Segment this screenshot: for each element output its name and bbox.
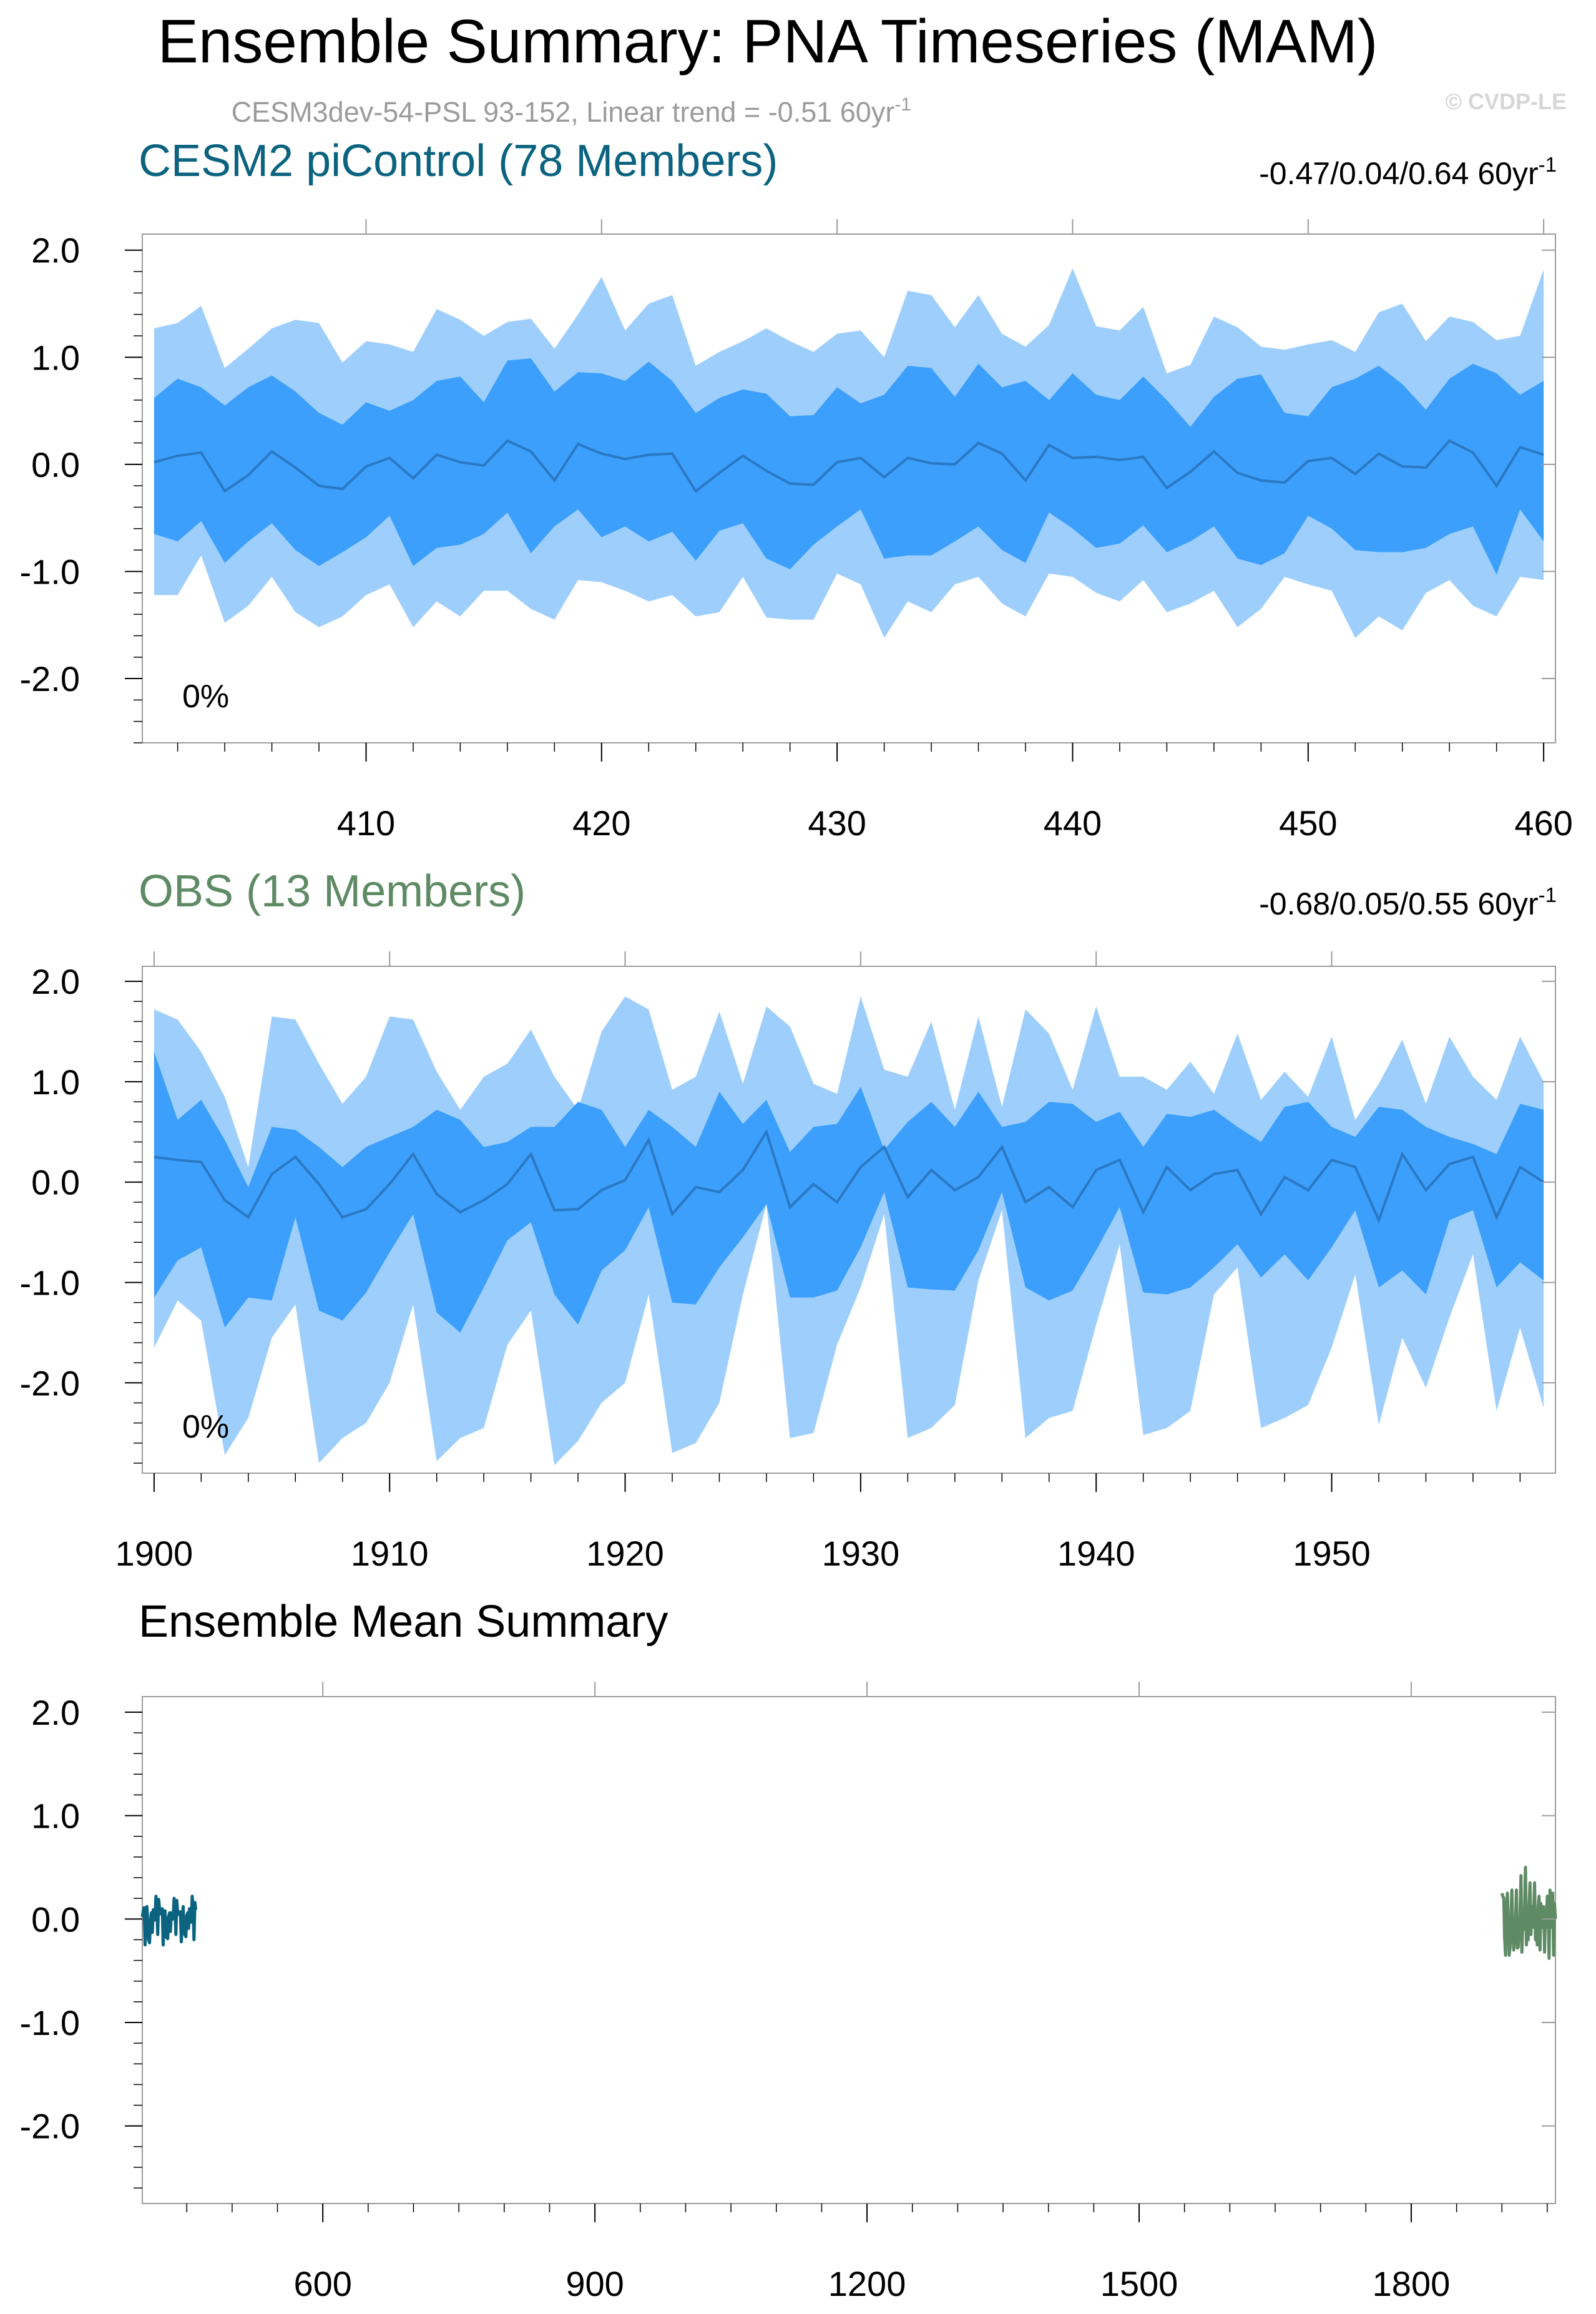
figure-subtitle-sup: -1 (894, 94, 911, 115)
mean-summary-xtick-label: 900 (565, 2264, 624, 2303)
cesm-percent-label: 0% (182, 679, 229, 715)
figure-subtitle: CESM3dev-54-PSL 93-152, Linear trend = -… (232, 94, 911, 128)
obs-trend-text: -0.68/0.05/0.55 60yr (1259, 886, 1539, 921)
obs-ytick-label: -1.0 (20, 1263, 81, 1302)
cesm-ytick-label: -1.0 (20, 552, 81, 591)
obs-ytick-label: 1.0 (31, 1062, 80, 1102)
figure-title: Ensemble Summary: PNA Timeseries (MAM) (158, 7, 1378, 76)
cesm-xtick-label: 440 (1044, 803, 1102, 843)
cesm-xtick-label: 450 (1279, 803, 1337, 843)
obs-xtick-label: 1950 (1293, 1534, 1371, 1573)
obs-ytick-label: -2.0 (20, 1363, 81, 1403)
obs-panel-title: OBS (13 Members) (139, 866, 526, 916)
mean-summary-ytick-label: 0.0 (31, 1900, 80, 1939)
cesm-xtick-label: 460 (1514, 803, 1572, 843)
figure-subtitle-text: CESM3dev-54-PSL 93-152, Linear trend = -… (232, 96, 895, 128)
mean-summary-ytick-label: -2.0 (20, 2107, 81, 2146)
watermark: © CVDP-LE (1445, 89, 1567, 114)
obs-xtick-label: 1910 (351, 1534, 429, 1573)
cesm-ytick-label: 0.0 (31, 445, 80, 484)
mean-summary-xtick-label: 1200 (828, 2264, 906, 2303)
cesm-xtick-label: 420 (572, 803, 630, 843)
obs-trend-sup: -1 (1539, 883, 1557, 906)
obs-xtick-label: 1930 (822, 1534, 900, 1573)
obs-ytick-label: 2.0 (31, 962, 80, 1001)
cesm-trend-text: -0.47/0.04/0.64 60yr (1259, 156, 1539, 191)
cesm-panel: CESM2 piControl (78 Members) -0.47/0.04/… (20, 136, 1573, 843)
cesm-p10-p90-band (154, 358, 1544, 575)
mean-summary-plot-frame (142, 1696, 1556, 2204)
obs-xtick-label: 1900 (115, 1534, 193, 1573)
cesm-ytick-label: -2.0 (20, 659, 81, 699)
cesm-plot-frame (142, 233, 1556, 743)
obs-percent-label: 0% (182, 1409, 229, 1445)
mean-summary-title: Ensemble Mean Summary (139, 1597, 668, 1647)
cesm-ensemble-mean-line (154, 439, 1544, 493)
mean-summary-xtick-label: 1500 (1100, 2264, 1178, 2303)
obs-trend-label: -0.68/0.05/0.55 60yr-1 (1259, 883, 1557, 921)
obs-ensemble-mean-line (154, 1129, 1545, 1224)
mean-summary-panel: Ensemble Mean Summary 2.0 1.0 0.0 -1.0 -2.0 6… (20, 1597, 1557, 2303)
obs-xtick-label: 1920 (586, 1534, 664, 1573)
mean-summary-ytick-label: 1.0 (31, 1797, 80, 1836)
cesm-xtick-label: 410 (337, 803, 395, 843)
cesm-trend-label: -0.47/0.04/0.64 60yr-1 (1259, 153, 1557, 191)
mean-summary-xtick-label: 600 (293, 2264, 351, 2303)
obs-p10-p90-band (154, 1051, 1544, 1333)
mean-summary-ytick-label: -1.0 (20, 2003, 81, 2042)
summary-cesm-mean-line (140, 1895, 198, 1947)
cesm-ytick-label: 1.0 (31, 338, 80, 377)
cesm-panel-title: CESM2 piControl (78 Members) (139, 136, 778, 186)
cesm-xtick-label: 430 (808, 803, 866, 843)
mean-summary-ytick-label: 2.0 (31, 1693, 80, 1732)
obs-xtick-label: 1940 (1057, 1534, 1135, 1573)
obs-panel: OBS (13 Members) -0.68/0.05/0.55 60yr-1 … (20, 866, 1557, 1573)
mean-summary-xtick-label: 1800 (1373, 2264, 1451, 2303)
obs-ytick-label: 0.0 (31, 1163, 80, 1202)
summary-obs-mean-line (1500, 1865, 1557, 1960)
cesm-trend-sup: -1 (1539, 153, 1557, 176)
obs-plot-frame (142, 966, 1556, 1474)
cesm-ytick-label: 2.0 (31, 231, 80, 270)
